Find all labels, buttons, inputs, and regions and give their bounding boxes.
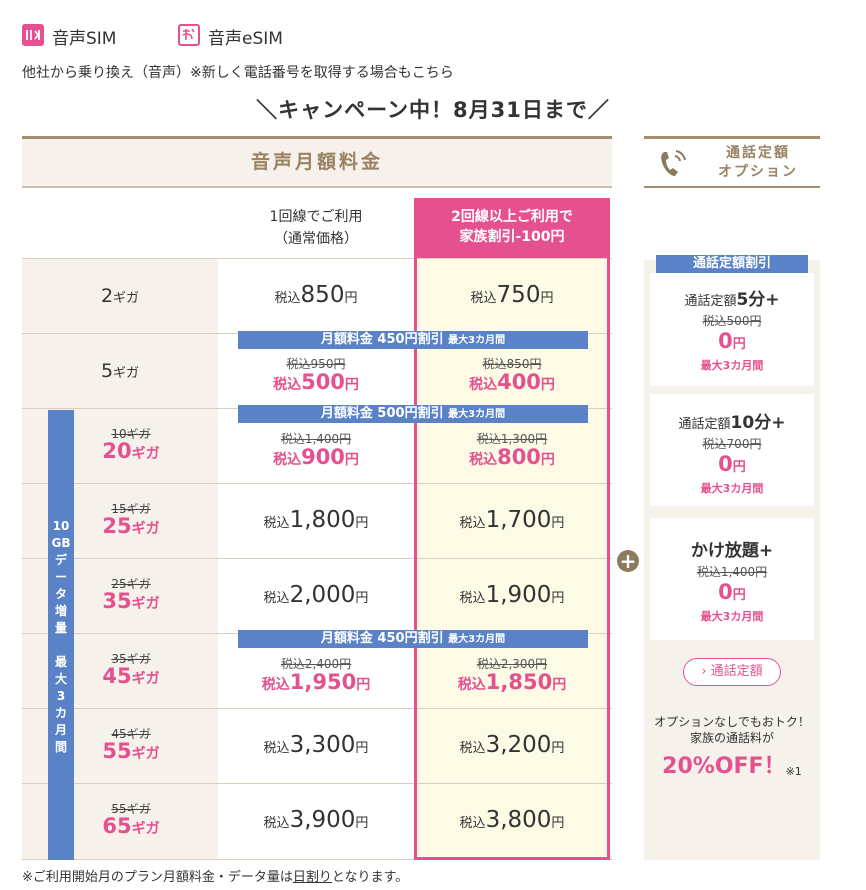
options-title-1: 通話定額 [726, 145, 790, 161]
table-title-bar: 音声月額料金 [22, 136, 612, 188]
footnote: ※ご利用開始月のプラン月額料金・データ量は日割りとなります。 [22, 870, 409, 885]
old-price-normal: 税込2,400円 [280, 657, 352, 671]
gb-new: 45ギガ [102, 664, 160, 688]
price-family: 税込1,900円 [459, 582, 565, 608]
old-price-normal: 税込950円 [286, 357, 346, 371]
price-family: 税込1,700円 [459, 507, 565, 533]
data-boost-band: 10 GB データ増量最大 3 カ月間 [48, 410, 74, 860]
gb-new: 25ギガ [102, 514, 160, 538]
discount-banner: 月額料金 500円割引 最大3カ月間 [238, 405, 588, 423]
col-head-normal: 1回線でご利用 （通常価格） [269, 209, 363, 247]
esim-label: 音声eSIM [208, 29, 283, 49]
price-normal: 税込3,300円 [263, 732, 369, 758]
option-card: かけ放題+ 税込1,400円 0円 最大3カ月間 [650, 518, 814, 640]
options-note: オプションなしでもおトク！ 家族の通話料が [654, 715, 810, 745]
subtitle: 他社から乗り換え（音声）※新しく電話番号を取得する場合もこちら [22, 65, 454, 81]
table-row [22, 259, 612, 334]
options-title-2: オプション [718, 164, 798, 180]
new-price-family: 税込400円 [469, 370, 555, 394]
gb-new: 65ギガ [102, 814, 160, 838]
option-card: 通話定額5分+ 税込500円 0円 最大3カ月間 [650, 273, 814, 386]
price-normal: 税込1,800円 [263, 507, 369, 533]
plus-icon: + [617, 550, 639, 572]
price-family: 税込750円 [470, 282, 554, 308]
family-column-border [414, 258, 610, 860]
price-normal: 税込3,900円 [263, 807, 369, 833]
phone-icon [661, 150, 686, 176]
discount-tag: 通話定額割引 [656, 255, 808, 273]
price-family: 税込3,800円 [459, 807, 565, 833]
campaign-banner: ＼キャンペーン中！8月31日まで／ [256, 98, 610, 122]
gb-cell: 5ギガ [100, 360, 140, 382]
daily-prorate-link[interactable]: 日割り [292, 870, 332, 885]
gb-old: 15ギガ [111, 502, 151, 516]
gb-new: 55ギガ [102, 739, 160, 763]
call-plan-button[interactable]: › 通話定額 [683, 658, 781, 686]
data-boost-text: 10 GB データ増量最大 3 カ月間 [51, 519, 71, 754]
old-price-family: 税込1,300円 [476, 432, 548, 446]
price-normal: 税込850円 [274, 282, 358, 308]
new-price-family: 税込1,850円 [457, 670, 567, 694]
discount-banner: 月額料金 450円割引 最大3カ月間 [238, 630, 588, 648]
new-price-normal: 税込500円 [273, 370, 359, 394]
old-price-normal: 税込1,400円 [280, 432, 352, 446]
discount-banner: 月額料金 450円割引 最大3カ月間 [238, 331, 588, 349]
gb-old: 10ギガ [111, 427, 151, 441]
chevron-right-icon: › [701, 664, 707, 679]
sim-icon [22, 24, 44, 46]
price-family: 税込3,200円 [459, 732, 565, 758]
divider [22, 258, 612, 259]
discount-off-text: 20%OFF！※1 [662, 754, 802, 779]
gb-old: 35ギガ [111, 652, 151, 666]
table-title: 音声月額料金 [250, 151, 383, 173]
col-head-family: 2回線以上ご利用で 家族割引-100円 [414, 198, 610, 267]
gb-new: 35ギガ [102, 589, 160, 613]
sim-label: 音声SIM [52, 29, 117, 49]
gb-old: 45ギガ [111, 727, 151, 741]
options-header: 通話定額 オプション [644, 136, 820, 188]
option-card: 通話定額10分+ 税込700円 0円 最大3カ月間 [650, 394, 814, 506]
gb-old: 25ギガ [111, 577, 151, 591]
gb-cell: 2ギガ [100, 285, 140, 307]
new-price-normal: 税込900円 [273, 445, 359, 469]
gb-old: 55ギガ [111, 802, 151, 816]
price-normal: 税込2,000円 [263, 582, 369, 608]
gb-new: 20ギガ [102, 439, 160, 463]
new-price-family: 税込800円 [469, 445, 555, 469]
old-price-family: 税込850円 [482, 357, 542, 371]
old-price-family: 税込2,300円 [476, 657, 548, 671]
esim-icon [178, 24, 200, 46]
new-price-normal: 税込1,950円 [261, 670, 371, 694]
